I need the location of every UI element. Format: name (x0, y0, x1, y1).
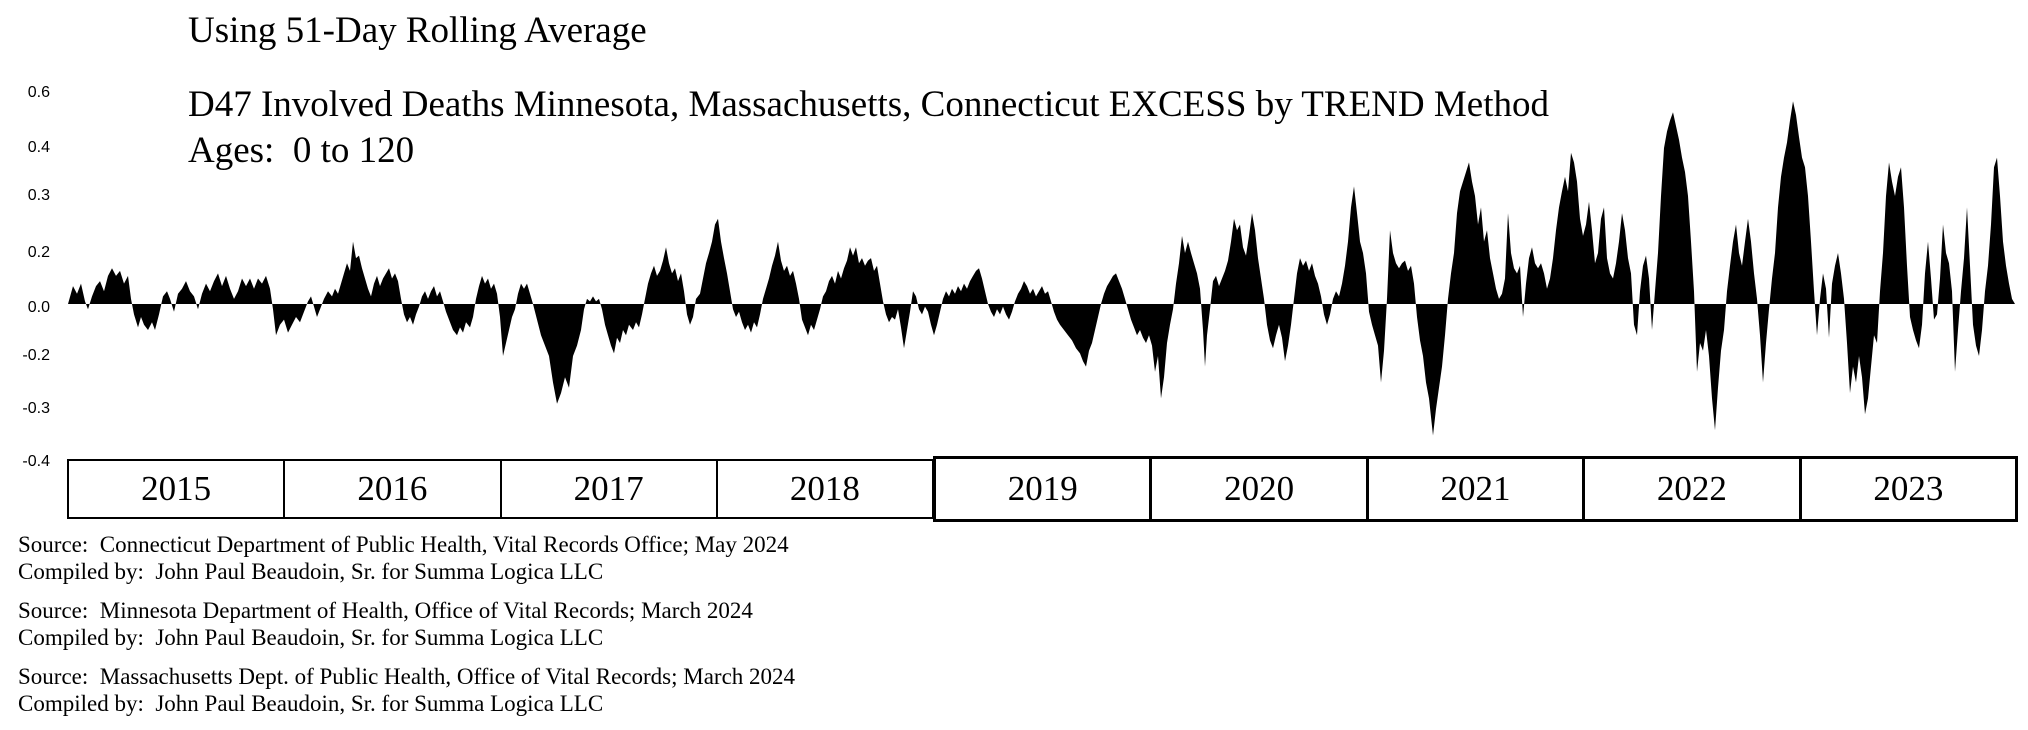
chart-title: D47 Involved Deaths Minnesota, Massachus… (188, 84, 1549, 125)
x-axis-years-2015-2018: 2015 2016 2017 2018 (67, 459, 934, 519)
source-block-connecticut: Source: Connecticut Department of Public… (18, 531, 795, 585)
year-label-2017: 2017 (499, 461, 716, 517)
source-line: Source: Connecticut Department of Public… (18, 532, 789, 557)
chart-titles: Using 51-Day Rolling Average D47 Involve… (188, 8, 1549, 174)
source-line: Source: Minnesota Department of Health, … (18, 598, 753, 623)
source-block-minnesota: Source: Minnesota Department of Health, … (18, 597, 795, 651)
y-tick-label: 0.6 (27, 84, 50, 101)
compiled-line: Compiled by: John Paul Beaudoin, Sr. for… (18, 559, 604, 584)
chart-subtitle: Using 51-Day Rolling Average (188, 10, 647, 51)
source-block-massachusetts: Source: Massachusetts Dept. of Public He… (18, 663, 795, 717)
year-label-2021: 2021 (1365, 459, 1582, 519)
year-label-2016: 2016 (283, 461, 499, 517)
y-tick-label: 0.3 (27, 187, 50, 204)
year-label-2015: 2015 (141, 469, 212, 508)
year-label-2020: 2020 (1149, 459, 1365, 519)
chart-ages-line: Ages: 0 to 120 (188, 130, 415, 171)
x-axis-years-2019-2023: 2019 2020 2021 2022 2023 (933, 456, 2018, 522)
year-label-2019: 2019 (1007, 469, 1078, 508)
area-series-path (68, 101, 2015, 436)
y-tick-label: 0.0 (27, 299, 50, 316)
compiled-line: Compiled by: John Paul Beaudoin, Sr. for… (18, 691, 604, 716)
y-tick-label: -0.4 (22, 453, 50, 470)
y-tick-label: -0.3 (22, 400, 50, 417)
y-tick-label: 0.4 (27, 139, 50, 156)
year-label-2022: 2022 (1582, 459, 1798, 519)
year-label-2023: 2023 (1798, 459, 2015, 519)
y-tick-label: 0.2 (27, 244, 50, 261)
compiled-line: Compiled by: John Paul Beaudoin, Sr. for… (18, 625, 604, 650)
y-tick-label: -0.2 (22, 347, 50, 364)
source-notes: Source: Connecticut Department of Public… (18, 531, 795, 729)
year-label-2018: 2018 (715, 461, 932, 517)
source-line: Source: Massachusetts Dept. of Public He… (18, 664, 796, 689)
